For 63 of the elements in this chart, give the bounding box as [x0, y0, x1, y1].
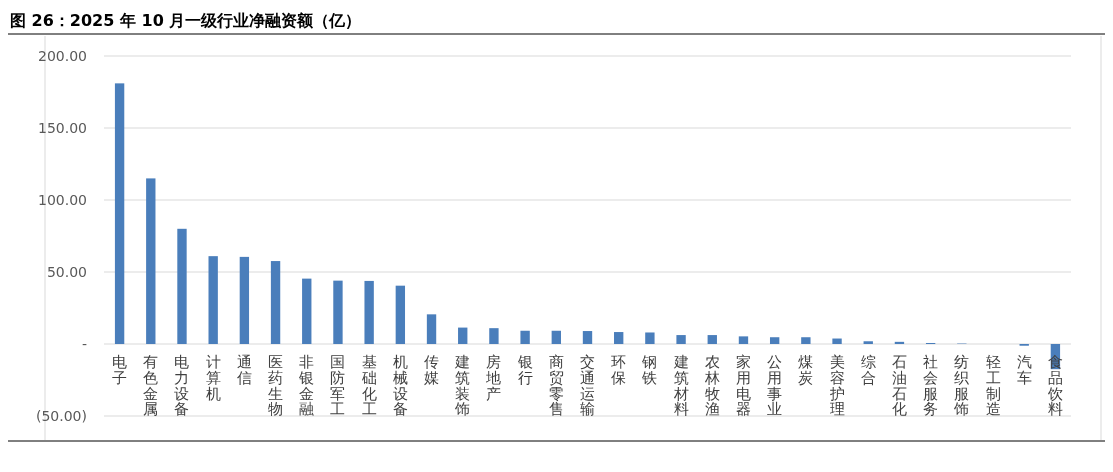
bar — [676, 335, 686, 344]
bar — [302, 278, 312, 344]
bar — [707, 335, 717, 344]
y-tick-label: 100.00 — [38, 191, 87, 208]
bar — [333, 280, 343, 344]
bar — [208, 256, 218, 344]
x-tick-label: 煤炭 — [798, 353, 814, 387]
bar — [832, 338, 842, 344]
x-tick-label: 社会服务 — [923, 353, 939, 419]
y-tick-label: (50.00) — [35, 407, 87, 424]
x-tick-label: 医药生物 — [268, 353, 284, 419]
x-tick-label: 基础化工 — [360, 353, 377, 419]
bar — [114, 83, 125, 344]
bar — [863, 341, 873, 344]
x-tick-label: 建筑材料 — [672, 353, 689, 419]
bar — [551, 330, 561, 344]
x-tick-label: 家用电器 — [735, 353, 751, 419]
bar — [769, 337, 780, 344]
x-tick-label: 轻工制造 — [985, 353, 1001, 419]
x-tick-label: 纺织服饰 — [953, 353, 970, 419]
x-tick-label: 钢铁 — [641, 353, 658, 387]
x-tick-label: 汽车 — [1016, 353, 1032, 387]
x-tick-label: 有色金属 — [143, 353, 159, 419]
y-tick-label: 50.00 — [46, 263, 87, 280]
x-tick-label: 非银金融 — [298, 353, 315, 419]
x-tick-label: 建筑装饰 — [454, 353, 471, 419]
x-tick-label: 通信 — [236, 353, 252, 387]
x-tick-label: 交通运输 — [580, 353, 595, 419]
x-tick-label: 电力设备 — [174, 353, 190, 419]
bar — [270, 261, 281, 344]
bar — [395, 285, 406, 344]
bar — [894, 341, 905, 344]
y-tick-label: 200.00 — [38, 47, 87, 64]
x-tick-label: 农林牧渔 — [703, 353, 720, 419]
bar — [146, 178, 156, 344]
x-tick-label: 计算机 — [205, 353, 221, 403]
x-tick-label: 公用事业 — [767, 353, 783, 419]
bar — [458, 327, 468, 344]
bar — [801, 337, 811, 344]
x-tick-label: 电子 — [112, 353, 128, 387]
bar — [239, 256, 250, 344]
x-tick-label: 商贸零售 — [548, 353, 564, 419]
y-tick-label: 150.00 — [38, 119, 87, 136]
x-tick-label: 美容护理 — [828, 353, 845, 419]
x-tick-label: 环保 — [611, 353, 627, 387]
x-tick-label: 国防军工 — [330, 353, 346, 419]
bar — [614, 332, 624, 344]
chart-title: 图 26：2025 年 10 月一级行业净融资额（亿） — [10, 11, 362, 30]
x-tick-label: 机械设备 — [392, 353, 408, 419]
bar — [177, 228, 187, 344]
bar — [582, 331, 593, 344]
bar — [520, 330, 530, 344]
bar — [489, 328, 499, 344]
bar — [426, 314, 437, 344]
x-tick-label: 综合 — [860, 353, 876, 387]
x-tick-label: 房地产 — [485, 353, 502, 403]
bar — [364, 280, 374, 344]
y-tick-label: - — [81, 335, 87, 352]
x-tick-label: 银行 — [516, 353, 533, 387]
bar — [738, 336, 749, 344]
x-tick-label: 石油石化 — [891, 353, 907, 419]
x-tick-label: 传媒 — [424, 353, 440, 387]
bar — [645, 332, 655, 344]
